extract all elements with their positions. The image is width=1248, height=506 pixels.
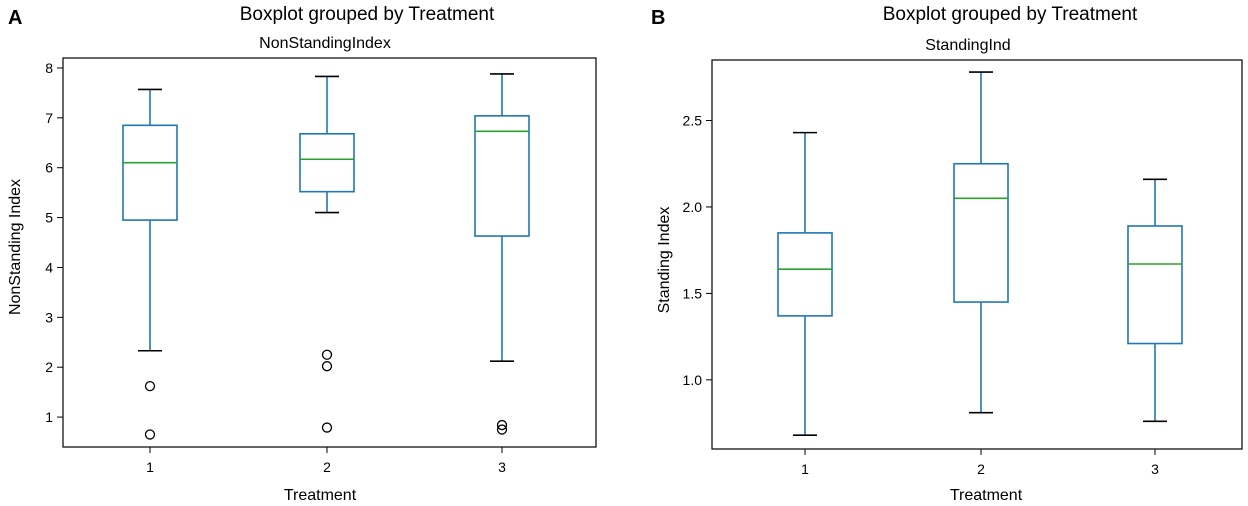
y-tick-label: 7 bbox=[45, 110, 53, 126]
x-tick-label: 1 bbox=[146, 459, 154, 475]
outlier-point bbox=[321, 349, 333, 360]
y-tick-label: 3 bbox=[45, 309, 53, 325]
iqr-box bbox=[1127, 225, 1183, 345]
plot-frame bbox=[711, 59, 1243, 450]
x-axis-label: Treatment bbox=[284, 487, 357, 504]
panel-b: B Boxplot grouped by Treatment StandingI… bbox=[651, 4, 1243, 504]
outlier-point bbox=[496, 419, 508, 431]
outlier-point bbox=[496, 424, 508, 435]
box-treatment-1 bbox=[122, 88, 178, 440]
x-tick-label: 2 bbox=[977, 461, 985, 477]
outlier-point bbox=[144, 429, 156, 440]
y-tick-label: 1.5 bbox=[683, 285, 703, 301]
y-tick-label: 5 bbox=[45, 210, 53, 226]
x-tick-label: 3 bbox=[498, 459, 506, 475]
y-tick-label: 6 bbox=[45, 160, 53, 176]
x-axis-label: Treatment bbox=[950, 487, 1023, 504]
y-axis-label: NonStanding Index bbox=[7, 179, 24, 315]
chart-subtitle: StandingInd bbox=[925, 37, 1010, 54]
plot-frame bbox=[62, 57, 597, 448]
chart-title: Boxplot grouped by Treatment bbox=[240, 4, 495, 25]
panel-a: A Boxplot grouped by Treatment NonStandi… bbox=[7, 4, 597, 504]
y-tick-label: 2.0 bbox=[683, 199, 703, 215]
outlier-point bbox=[321, 422, 333, 433]
box-treatment-3 bbox=[474, 73, 530, 435]
y-tick-label: 4 bbox=[45, 259, 53, 275]
y-tick-label: 1.0 bbox=[683, 372, 703, 388]
chart-subtitle: NonStandingIndex bbox=[259, 35, 391, 52]
iqr-box bbox=[777, 232, 833, 317]
iqr-box bbox=[299, 133, 355, 193]
iqr-box bbox=[953, 162, 1009, 303]
box-treatment-2 bbox=[299, 75, 355, 433]
outlier-point bbox=[321, 361, 333, 372]
y-tick-label: 2.5 bbox=[683, 113, 703, 129]
box-treatment-3 bbox=[1127, 178, 1183, 423]
y-tick-label: 8 bbox=[45, 60, 53, 76]
box-treatment-2 bbox=[953, 71, 1009, 414]
outlier-point bbox=[144, 381, 156, 392]
x-axis: 1 2 3 bbox=[146, 447, 506, 475]
box-group bbox=[777, 71, 1183, 436]
panel-letter: A bbox=[8, 7, 22, 29]
x-tick-label: 2 bbox=[323, 459, 331, 475]
y-axis: 1.0 1.5 2.0 2.5 bbox=[683, 113, 712, 388]
x-axis: 1 2 3 bbox=[801, 449, 1159, 477]
iqr-box bbox=[122, 124, 178, 221]
y-tick-label: 1 bbox=[45, 409, 53, 425]
iqr-box bbox=[474, 115, 530, 237]
y-tick-label: 2 bbox=[45, 359, 53, 375]
panel-letter: B bbox=[651, 7, 665, 29]
y-axis: 1 2 3 4 5 6 7 8 bbox=[45, 60, 63, 425]
box-treatment-1 bbox=[777, 131, 833, 436]
box-group bbox=[122, 73, 530, 440]
chart-title: Boxplot grouped by Treatment bbox=[883, 4, 1138, 25]
y-axis-label: Standing Index bbox=[656, 207, 673, 314]
x-tick-label: 3 bbox=[1151, 461, 1159, 477]
x-tick-label: 1 bbox=[801, 461, 809, 477]
